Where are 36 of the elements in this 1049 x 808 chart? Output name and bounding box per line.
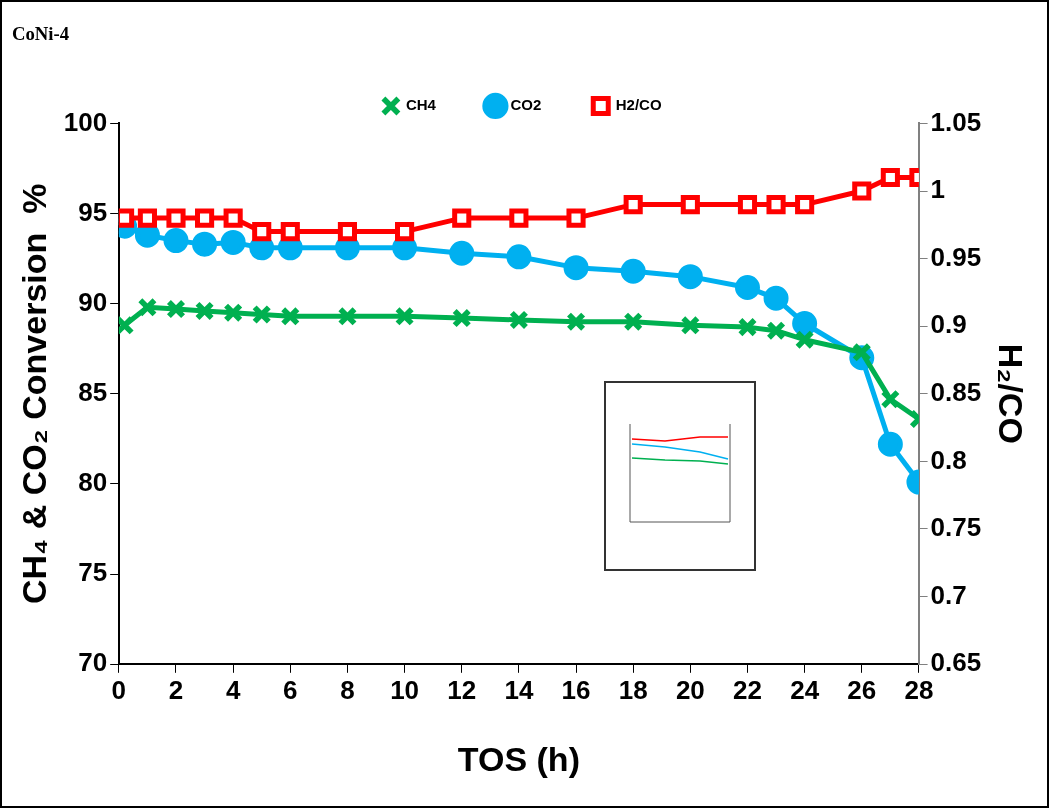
x-tick-label: 8	[340, 674, 355, 705]
legend-label: CH4	[405, 96, 437, 114]
y2-tick-label: 0.75	[930, 512, 982, 543]
legend-label: CO2	[510, 96, 542, 114]
x-tick-label: 2	[168, 674, 184, 705]
y2-tick-label: 0.9	[930, 309, 967, 340]
y-tick-label: 75	[78, 557, 108, 588]
x-tick-label: 20	[675, 674, 705, 705]
y2-tick-label: 1	[930, 174, 946, 205]
chart-title: CoNi-4	[12, 23, 70, 45]
y-tick-label: 85	[78, 376, 108, 407]
y2-tick-label: 0.95	[930, 241, 982, 272]
y2-tick-label: 0.85	[930, 376, 982, 407]
x-tick-label: 22	[733, 674, 762, 705]
y2-tick-label: 1.05	[930, 106, 982, 137]
x-tick-label: 6	[283, 674, 298, 705]
x-tick-label: 14	[504, 674, 534, 705]
y-tick-label: 95	[78, 196, 108, 227]
x-axis-title: TOS (h)	[457, 739, 580, 778]
x-tick-label: 0	[111, 674, 127, 705]
y-axis-title: CH₄ & CO₂ Conversion %	[14, 183, 53, 605]
x-tick-label: 12	[447, 674, 477, 705]
y-tick-label: 100	[63, 106, 108, 137]
y2-tick-label: 0.7	[930, 579, 967, 610]
y2-tick-label: 0.8	[930, 444, 967, 475]
x-tick-label: 16	[561, 674, 591, 705]
legend-label: H2/CO	[615, 96, 662, 114]
x-tick-label: 24	[790, 674, 820, 705]
y-tick-label: 70	[78, 647, 108, 678]
x-tick-label: 4	[225, 674, 241, 705]
y2-axis-title: H₂/CO	[992, 343, 1031, 444]
x-tick-label: 18	[618, 674, 648, 705]
x-tick-label: 10	[390, 674, 420, 705]
y-tick-label: 80	[78, 467, 108, 498]
y-tick-label: 90	[78, 286, 108, 317]
x-tick-label: 26	[847, 674, 877, 705]
